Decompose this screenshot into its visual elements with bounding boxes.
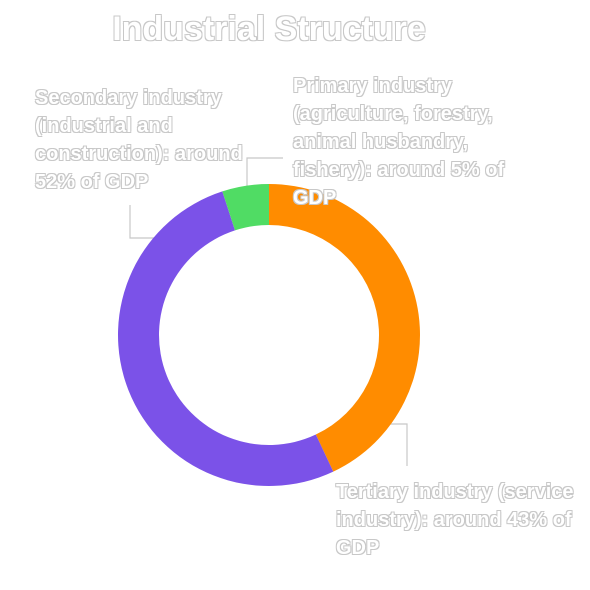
chart-title: Industrial Structure [112, 10, 426, 48]
donut-slice [269, 184, 420, 472]
donut-slice [222, 184, 269, 231]
slice-label: Primary industry (agriculture, forestry,… [293, 75, 505, 209]
leader-line [246, 157, 283, 192]
slice-label: Tertiary industry (service industry): ar… [336, 481, 574, 559]
donut [117, 184, 420, 487]
donut-slice [117, 191, 334, 487]
slice-label: Secondary industry (industrial and const… [35, 87, 243, 193]
